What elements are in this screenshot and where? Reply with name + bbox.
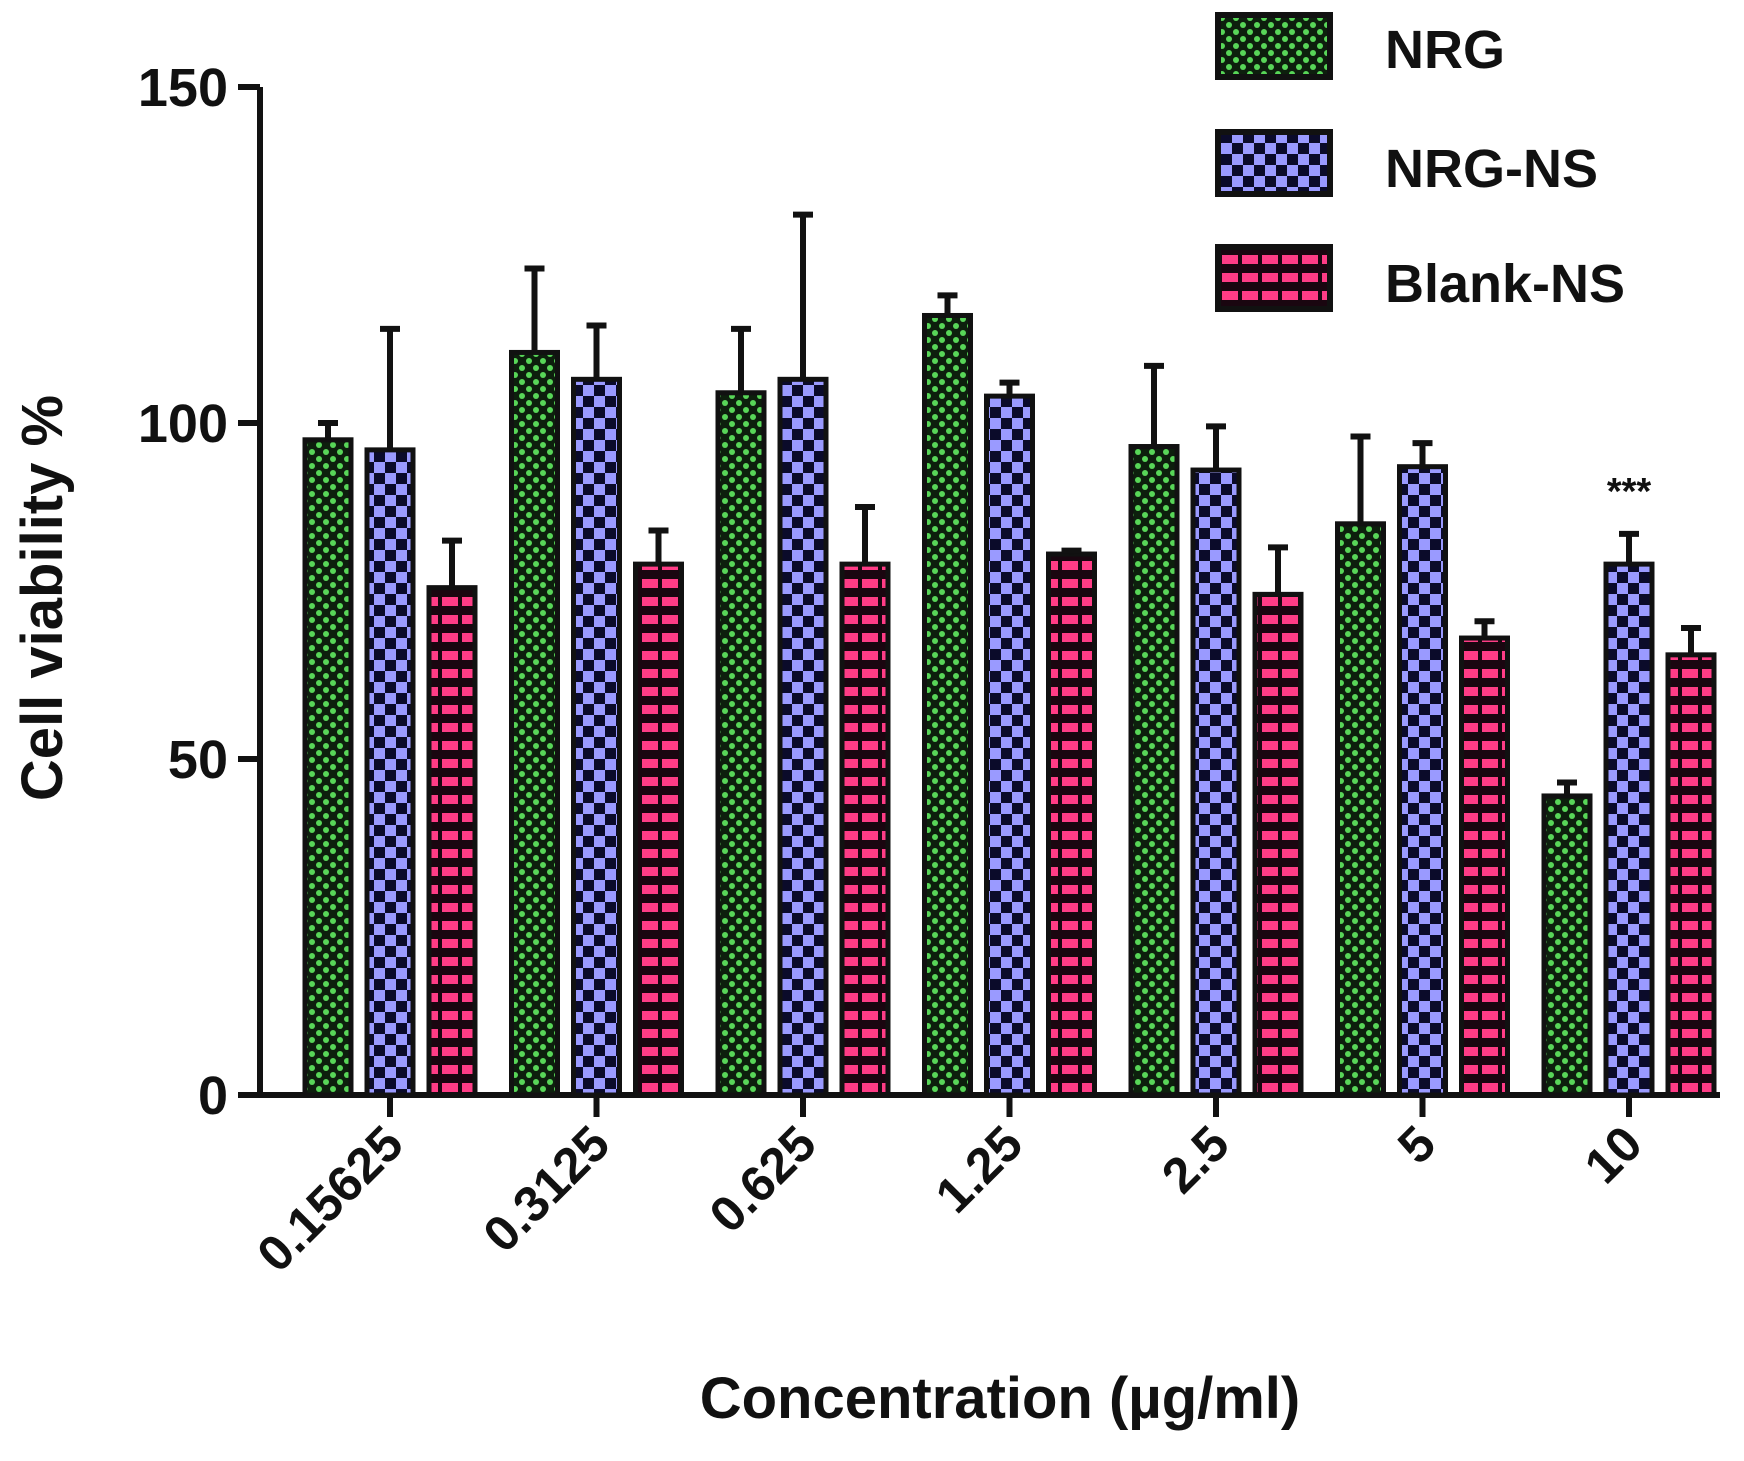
bar-nrg-3 xyxy=(922,312,973,1098)
x-tick-label-6: 10 xyxy=(1574,1115,1653,1194)
legend-item-nrg-ns[interactable]: NRG-NS xyxy=(1215,129,1598,199)
y-tick-label-0: 0 xyxy=(198,1066,228,1126)
y-ticks: 0 50 100 150 xyxy=(138,58,260,1126)
legend-swatch-nrg-ns xyxy=(1215,129,1333,197)
x-tick-label-4: 2.5 xyxy=(1151,1115,1240,1204)
bar-blank-ns-5 xyxy=(1459,635,1510,1098)
legend-swatch-nrg xyxy=(1215,12,1333,80)
bar-nrg-2 xyxy=(715,390,767,1098)
y-tick-label-2: 100 xyxy=(138,394,228,454)
x-tick-label-2: 0.625 xyxy=(699,1115,827,1243)
bar-nrg-1 xyxy=(509,349,560,1098)
legend-label-blank-ns: Blank-NS xyxy=(1385,254,1625,314)
y-axis-title: Cell viability % xyxy=(10,395,75,801)
bar-nrg-5 xyxy=(1335,521,1386,1098)
bar-nrg-ns-2 xyxy=(777,376,829,1098)
x-tick-label-3: 1.25 xyxy=(925,1115,1033,1223)
bar-nrg-ns-5 xyxy=(1397,464,1448,1098)
bar-nrg-ns-1 xyxy=(571,376,622,1098)
bar-blank-ns-6 xyxy=(1665,652,1717,1098)
annotation-0: *** xyxy=(1607,471,1652,513)
x-axis-title: Concentration (µg/ml) xyxy=(700,1366,1301,1431)
legend-label-nrg-ns: NRG-NS xyxy=(1385,139,1598,199)
legend: NRG NRG-NS Blank-NS xyxy=(1215,12,1625,314)
annotations: *** xyxy=(1607,471,1652,513)
bar-nrg-0 xyxy=(302,437,354,1098)
legend-swatch-blank-ns xyxy=(1215,244,1333,312)
x-tick-label-5: 5 xyxy=(1387,1115,1446,1174)
x-tick-label-1: 0.3125 xyxy=(473,1115,621,1263)
y-tick-label-1: 50 xyxy=(168,730,228,790)
bar-blank-ns-0 xyxy=(426,585,478,1098)
legend-item-nrg[interactable]: NRG xyxy=(1215,12,1505,80)
bar-nrg-4 xyxy=(1128,444,1180,1098)
bar-blank-ns-3 xyxy=(1046,551,1097,1098)
legend-label-nrg: NRG xyxy=(1385,20,1505,80)
x-ticks: 0.15625 0.3125 0.625 1.25 2.5 5 10 xyxy=(246,1095,1653,1283)
bar-blank-ns-2 xyxy=(839,561,891,1098)
bars xyxy=(302,312,1717,1098)
bar-blank-ns-1 xyxy=(633,561,684,1098)
bar-nrg-6 xyxy=(1541,793,1593,1098)
x-tick-label-0: 0.15625 xyxy=(246,1115,413,1282)
bar-nrg-ns-4 xyxy=(1190,467,1242,1098)
bar-blank-ns-4 xyxy=(1252,591,1304,1098)
bar-nrg-ns-3 xyxy=(984,393,1035,1098)
legend-item-blank-ns[interactable]: Blank-NS xyxy=(1215,244,1625,314)
bar-nrg-ns-0 xyxy=(364,447,416,1098)
bar-nrg-ns-6 xyxy=(1603,561,1655,1098)
y-tick-label-3: 150 xyxy=(138,58,228,118)
error-bars xyxy=(318,211,1701,796)
